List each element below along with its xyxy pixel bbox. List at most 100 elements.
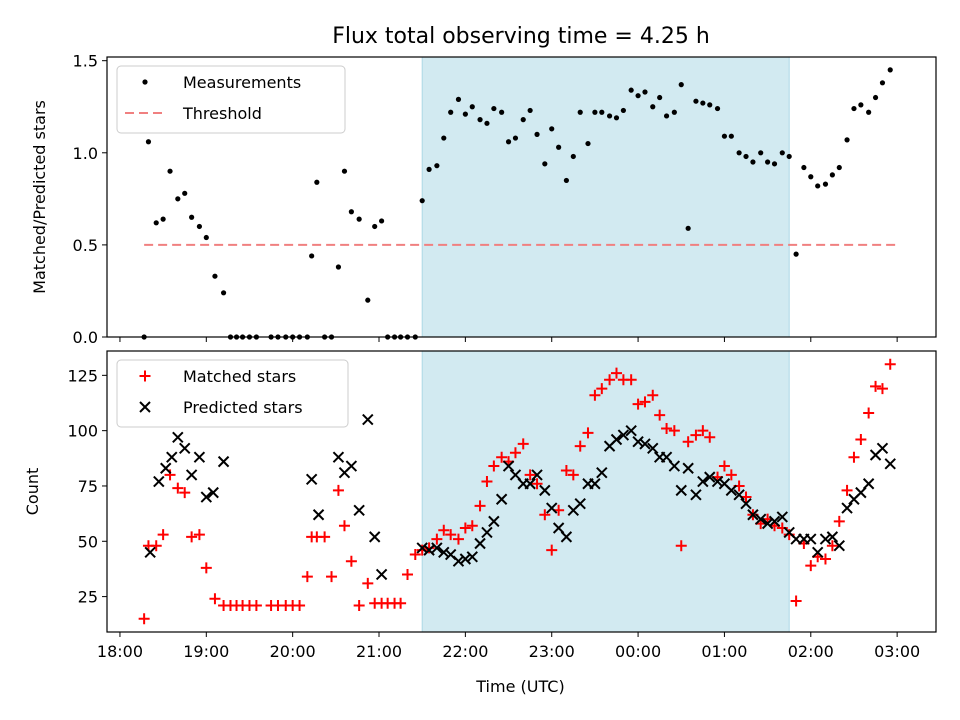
predicted-star-point <box>217 455 230 468</box>
predicted-star-point <box>332 451 345 463</box>
predicted-star-point <box>740 497 752 510</box>
y-axis-label: Count <box>23 468 42 516</box>
measurement-point <box>606 113 613 119</box>
measurement-point <box>592 109 598 115</box>
top-plot-area: 0.0 0.5 1.0 1.5 Matched/Predicted stars Measu… <box>30 52 937 347</box>
plot-frame <box>106 56 937 338</box>
predicted-star-point <box>647 442 659 455</box>
matched-star-point <box>301 571 313 583</box>
predicted-star-point <box>711 475 724 488</box>
predicted-star-point <box>596 466 608 479</box>
plot-frame <box>106 350 937 633</box>
matched-star-point <box>870 380 882 392</box>
matched-star-point <box>409 549 421 561</box>
measurement-point <box>707 102 713 108</box>
matched-star-point <box>445 529 457 541</box>
predicted-star-point <box>697 475 709 488</box>
matched-star-point <box>560 464 572 476</box>
measurement-point <box>563 177 570 184</box>
predicted-star-point <box>495 493 508 505</box>
matched-star-point <box>625 374 637 386</box>
matched-star-point <box>362 577 374 589</box>
predicted-star-point <box>833 540 845 552</box>
predicted-star-point <box>193 451 206 463</box>
measurement-point <box>786 153 792 160</box>
measurement-point <box>542 161 548 167</box>
measurement-point <box>793 251 799 257</box>
matched-star-point <box>639 396 651 408</box>
measurement-point <box>372 223 378 230</box>
measurement-point <box>153 220 159 226</box>
matched-star-point <box>574 440 586 452</box>
measurement-point <box>455 96 462 102</box>
measurement-point <box>379 218 385 224</box>
matched-star-point <box>438 524 450 536</box>
matched-star-point <box>539 509 551 521</box>
measurement-point <box>714 105 721 112</box>
matched-star-point <box>332 484 344 496</box>
matched-star-point <box>833 515 845 527</box>
matched-star-point <box>567 469 579 481</box>
measurement-point <box>765 159 771 165</box>
matched-star-point <box>423 542 435 554</box>
predicted-star-point <box>876 442 889 455</box>
legend-marker-dot <box>142 79 148 85</box>
measurement-point <box>499 109 505 115</box>
measurement-point <box>743 153 749 160</box>
matched-star-point <box>200 562 212 574</box>
predicted-star-point <box>466 551 478 563</box>
predicted-star-point <box>375 568 388 581</box>
predicted-star-point <box>185 469 198 481</box>
measurement-point <box>650 104 656 110</box>
matched-star-point <box>150 540 162 552</box>
matched-star-point <box>138 613 150 625</box>
measurement-point <box>534 131 540 137</box>
predicted-star-point <box>416 542 428 554</box>
matched-star-point <box>250 599 262 611</box>
bottom-plot-area: 25 50 75 100 125 18:00 19:00 20:00 21:00 22:00 23:… <box>23 350 937 696</box>
measurement-point <box>851 105 857 112</box>
measurement-point <box>815 183 821 189</box>
predicted-star-point <box>690 489 702 501</box>
series-dot <box>141 67 893 340</box>
matched-star-point <box>668 425 680 437</box>
measurement-point <box>220 290 227 296</box>
matched-star-point <box>179 487 191 499</box>
measurement-point <box>620 107 626 114</box>
measurement-point <box>512 135 519 141</box>
matched-star-point <box>488 460 500 472</box>
measurement-point <box>175 196 181 202</box>
matched-star-point <box>319 531 331 543</box>
measurement-point <box>693 98 699 104</box>
measurement-point <box>309 253 315 259</box>
y-tick-label: 100 <box>67 422 98 441</box>
predicted-star-point <box>811 546 824 559</box>
y-tick-label: 1.0 <box>73 144 98 163</box>
measurement-point <box>685 225 691 231</box>
measurement-point <box>642 89 648 95</box>
matched-star-point <box>697 425 709 437</box>
measurement-point <box>167 168 173 174</box>
predicted-star-point <box>546 502 558 514</box>
matched-star-point <box>172 482 184 494</box>
matched-star-point <box>610 367 622 379</box>
y-tick-label: 125 <box>67 366 98 385</box>
x-tick-label: 00:00 <box>615 642 661 661</box>
predicted-star-point <box>704 471 716 483</box>
measurement-point <box>462 111 468 117</box>
predicted-star-point <box>761 517 774 530</box>
measurement-point <box>212 273 218 279</box>
measurement-point <box>750 159 756 165</box>
matched-star-point <box>718 460 730 472</box>
measurement-point <box>365 297 371 303</box>
legend-label: Measurements <box>183 73 301 92</box>
predicted-star-point <box>768 515 781 528</box>
matched-star-point <box>675 540 687 552</box>
x-tick-label: 02:00 <box>788 642 834 661</box>
predicted-star-point <box>305 473 318 486</box>
matched-star-point <box>345 555 357 567</box>
measurement-point <box>484 120 490 126</box>
measurement-point <box>801 164 807 171</box>
legend-label: Predicted stars <box>183 398 303 417</box>
predicted-star-point <box>474 537 486 550</box>
